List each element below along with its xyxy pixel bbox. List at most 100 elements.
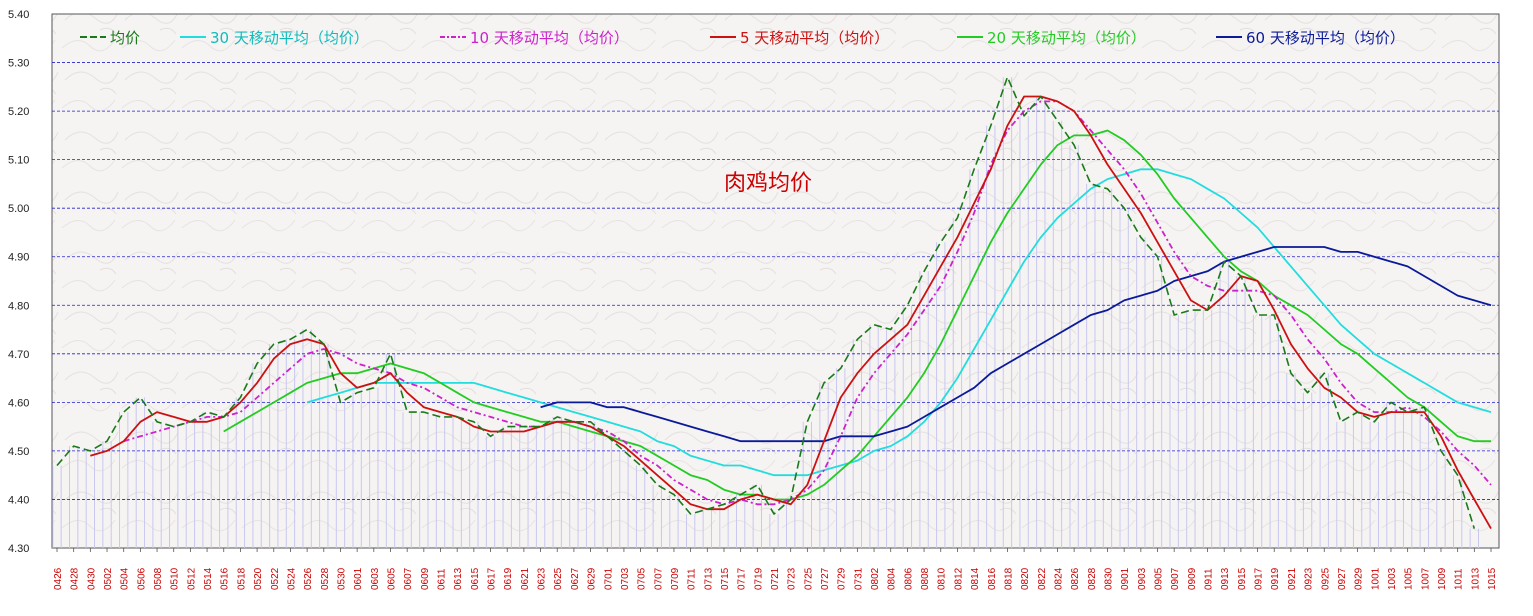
x-tick-label: 0727 — [820, 567, 831, 590]
x-tick-label: 0717 — [737, 567, 748, 590]
y-tick-label: 4.50 — [8, 446, 29, 458]
legend-label-ma10: 10 天移动平均（均价） — [470, 29, 629, 47]
x-tick-label: 0428 — [70, 567, 81, 590]
x-tick-label: 0719 — [753, 567, 764, 590]
x-tick-label: 0502 — [103, 567, 114, 590]
x-tick-label: 0514 — [203, 567, 214, 590]
y-tick-label: 4.90 — [8, 252, 29, 264]
x-tick-label: 0731 — [853, 567, 864, 590]
x-tick-label: 0808 — [920, 567, 931, 590]
x-tick-label: 1001 — [1370, 567, 1381, 590]
x-tick-label: 0615 — [470, 567, 481, 590]
x-tick-label: 0705 — [637, 567, 648, 590]
x-tick-label: 0806 — [903, 567, 914, 590]
x-tick-label: 0925 — [1320, 567, 1331, 590]
series-line-avg — [56, 76, 1476, 529]
x-tick-label: 0824 — [1053, 567, 1064, 590]
x-tick-label: 1009 — [1437, 567, 1448, 590]
y-tick-label: 4.40 — [8, 494, 29, 506]
x-tick-label: 0903 — [1137, 567, 1148, 590]
x-tick-label: 0625 — [553, 567, 564, 590]
x-tick-label: 1007 — [1420, 567, 1431, 590]
x-tick-label: 0530 — [336, 567, 347, 590]
x-tick-label: 0818 — [1003, 567, 1014, 590]
x-tick-label: 0516 — [220, 567, 231, 590]
x-tick-label: 1015 — [1487, 567, 1498, 590]
y-tick-label: 5.40 — [8, 9, 29, 21]
x-tick-label: 0617 — [487, 567, 498, 590]
x-tick-label: 0607 — [403, 567, 414, 590]
x-tick-label: 0929 — [1354, 567, 1365, 590]
x-tick-label: 0715 — [720, 567, 731, 590]
x-tick-label: 0814 — [970, 567, 981, 590]
x-tick-label: 0601 — [353, 567, 364, 590]
legend-label-ma5: 5 天移动平均（均价） — [740, 29, 889, 47]
x-tick-label: 0522 — [270, 567, 281, 590]
x-tick-label: 0921 — [1287, 567, 1298, 590]
x-tick-label: 0721 — [770, 567, 781, 590]
x-tick-label: 0426 — [53, 567, 64, 590]
legend-label-ma30: 30 天移动平均（均价） — [210, 29, 369, 47]
x-tick-label: 0504 — [120, 567, 131, 590]
x-tick-label: 0917 — [1254, 567, 1265, 590]
x-tick-label: 0927 — [1337, 567, 1348, 590]
x-tick-label: 0611 — [437, 568, 448, 590]
x-tick-label: 0528 — [320, 567, 331, 590]
legend-label-ma60: 60 天移动平均（均价） — [1246, 29, 1405, 47]
x-tick-label: 0830 — [1103, 567, 1114, 590]
y-tick-label: 5.20 — [8, 106, 29, 118]
series-lines — [56, 76, 1492, 530]
x-tick-label: 0915 — [1237, 567, 1248, 590]
x-tick-label: 0520 — [253, 567, 264, 590]
y-tick-label: 4.80 — [8, 300, 29, 312]
y-tick-label: 5.10 — [8, 155, 29, 167]
x-tick-label: 0430 — [86, 567, 97, 590]
x-tick-label: 0820 — [1020, 567, 1031, 590]
x-tick-label: 0613 — [453, 567, 464, 590]
x-tick-label: 0723 — [787, 567, 798, 590]
x-tick-label: 1003 — [1387, 567, 1398, 590]
x-tick-label: 0701 — [603, 567, 614, 590]
x-tick-label: 0603 — [370, 567, 381, 590]
x-tick-label: 0802 — [870, 567, 881, 590]
x-tick-label: 0919 — [1270, 567, 1281, 590]
x-tick-label: 0627 — [570, 567, 581, 590]
x-axis-ticks: 0426 0428 0430 0502 0504 0506 0508 0510 0512 0514… — [53, 548, 1498, 590]
plot-area — [51, 13, 1500, 549]
x-tick-label: 0526 — [303, 567, 314, 590]
x-tick-label: 0709 — [670, 567, 681, 590]
x-tick-label: 0703 — [620, 567, 631, 590]
x-tick-label: 0816 — [987, 567, 998, 590]
x-tick-label: 0804 — [887, 567, 898, 590]
x-tick-label: 0711 — [687, 568, 698, 590]
legend-label-avg: 均价 — [110, 29, 140, 47]
x-tick-label: 0609 — [420, 567, 431, 590]
x-tick-label: 0508 — [153, 567, 164, 590]
x-tick-label: 0707 — [653, 567, 664, 590]
x-tick-label: 0913 — [1220, 567, 1231, 590]
y-axis-ticks: 4.30 4.40 4.50 4.60 4.70 4.80 4.90 5.00 5.10 5.20… — [8, 9, 29, 555]
y-tick-label: 5.30 — [8, 58, 29, 70]
x-tick-label: 1013 — [1470, 567, 1481, 590]
chart-title: 肉鸡均价 — [724, 171, 812, 196]
x-tick-label: 0909 — [1187, 567, 1198, 590]
x-tick-label: 0901 — [1120, 567, 1131, 590]
y-tick-label: 5.00 — [8, 203, 29, 215]
x-tick-label: 0510 — [170, 567, 181, 590]
x-tick-label: 0810 — [937, 567, 948, 590]
x-tick-label: 0518 — [236, 567, 247, 590]
x-tick-label: 0713 — [703, 567, 714, 590]
y-tick-label: 4.60 — [8, 397, 29, 409]
series-line-ma20 — [223, 129, 1491, 501]
x-tick-label: 0729 — [837, 567, 848, 590]
x-tick-label: 1005 — [1404, 567, 1415, 590]
x-tick-label: 0907 — [1170, 567, 1181, 590]
volume-bars — [52, 77, 1479, 548]
series-line-ma30 — [306, 168, 1492, 477]
x-tick-label: 0725 — [803, 567, 814, 590]
x-tick-label: 0812 — [953, 567, 964, 590]
x-tick-label: 0524 — [286, 567, 297, 590]
x-tick-label: 0621 — [520, 567, 531, 590]
